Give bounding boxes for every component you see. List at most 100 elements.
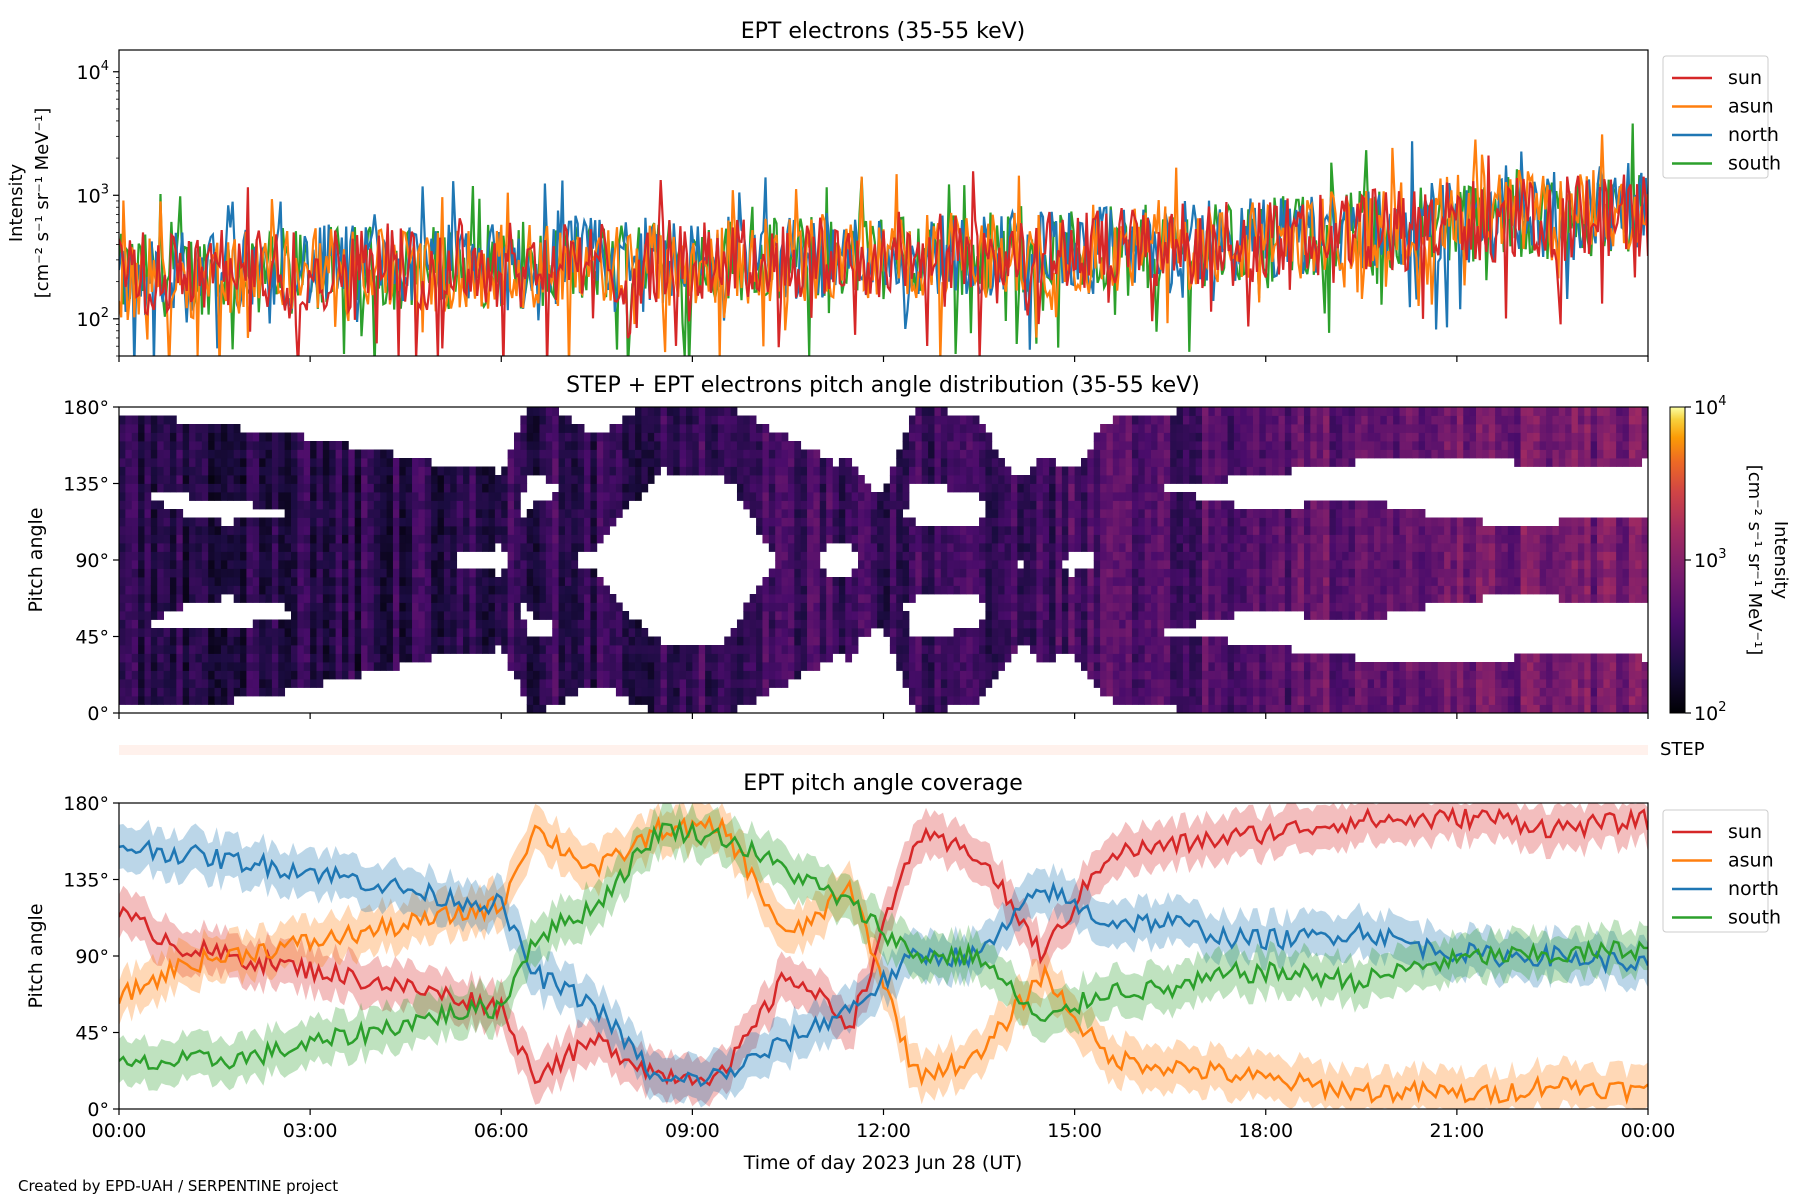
heatmap-cell [169,568,177,578]
heatmap-cell [1310,424,1318,433]
heatmap-cell [418,509,426,518]
heatmap-cell [1093,560,1101,569]
heatmap-cell [985,551,993,561]
heatmap-cell [1272,517,1279,527]
heatmap-cell [807,551,814,561]
heatmap-cell [768,628,776,637]
heatmap-cell [966,458,974,467]
heatmap-cell [1004,594,1012,603]
heatmap-cell [125,432,133,442]
heatmap-cell [507,560,515,569]
heatmap-cell [628,475,636,484]
heatmap-cell [736,475,744,484]
heatmap-cell [1214,424,1222,433]
heatmap-cell [858,568,865,578]
heatmap-cell [533,704,540,713]
heatmap-cell [584,679,591,688]
heatmap-cell [501,526,509,535]
heatmap-cell [233,492,241,501]
heatmap-cell [1030,602,1037,612]
heatmap-cell [1265,653,1273,663]
heatmap-cell [1202,415,1209,425]
heatmap-cell [456,577,464,586]
heatmap-cell [399,645,407,654]
heatmap-cell [380,577,387,586]
heatmap-cell [380,483,387,493]
heatmap-cell [851,509,859,518]
heatmap-cell [1272,585,1279,595]
heatmap-cell [271,483,279,493]
heatmap-cell [131,483,139,493]
heatmap-cell [418,653,426,663]
heatmap-cell [189,526,196,535]
heatmap-cell [775,475,782,484]
heatmap-cell [291,568,298,578]
heatmap-cell [469,492,477,501]
heatmap-cell [316,670,324,680]
heatmap-cell [1265,432,1273,442]
heatmap-cell [768,466,776,476]
heatmap-cell [1265,577,1273,586]
heatmap-cell [182,526,190,535]
heatmap-cell [1119,619,1126,629]
heatmap-cell [201,696,209,705]
heatmap-cell [979,662,986,671]
heatmap-cell [940,432,948,442]
heatmap-cell [463,517,470,527]
heatmap-cell [1036,543,1044,552]
heatmap-cell [475,517,483,527]
heatmap-cell [431,551,438,561]
heatmap-cell [539,704,547,713]
heatmap-cell [526,526,534,535]
heatmap-cell [1329,500,1337,510]
heatmap-cell [163,424,171,433]
heatmap-cell [794,662,802,671]
heatmap-cell [807,458,814,467]
heatmap-cell [1221,577,1228,586]
heatmap-cell [220,645,228,654]
heatmap-cell [1323,432,1330,442]
heatmap-cell [896,645,904,654]
heatmap-cell [762,449,770,459]
heatmap-cell [1036,577,1044,586]
heatmap-cell [494,611,502,620]
heatmap-cell [322,560,330,569]
heatmap-cell [908,415,916,425]
heatmap-cell [1189,594,1197,603]
heatmap-cell [743,432,751,442]
heatmap-cell [380,560,387,569]
heatmap-cell [1227,466,1235,476]
heatmap-cell [1081,509,1088,518]
heatmap-cell [1119,432,1126,442]
heatmap-cell [985,636,993,646]
heatmap-cell [144,585,152,595]
heatmap-cell [654,645,661,654]
heatmap-cell [329,534,337,544]
heatmap-cell [577,653,585,663]
heatmap-cell [1138,696,1146,705]
heatmap-cell [150,509,158,518]
heatmap-cell [1042,551,1050,561]
heatmap-cell [1068,628,1076,637]
heatmap-cell [1246,449,1254,459]
heatmap-cell [463,526,470,535]
heatmap-cell [1227,560,1235,569]
heatmap-cell [628,492,636,501]
heatmap-cell [1272,441,1279,450]
heatmap-cell [1100,687,1107,697]
heatmap-cell [915,577,923,586]
heatmap-cell [1119,653,1126,663]
heatmap-cell [1106,534,1114,544]
heatmap-cell [475,526,483,535]
heatmap-cell [947,653,954,663]
heatmap-cell [1074,543,1082,552]
heatmap-cell [571,534,579,544]
heatmap-cell [1272,415,1279,425]
heatmap-cell [335,619,343,629]
heatmap-cell [807,611,814,620]
heatmap-cell [1284,517,1292,527]
heatmap-cell [896,449,904,459]
heatmap-cell [985,619,993,629]
heatmap-cell [1004,475,1012,484]
heatmap-cell [1125,415,1133,425]
